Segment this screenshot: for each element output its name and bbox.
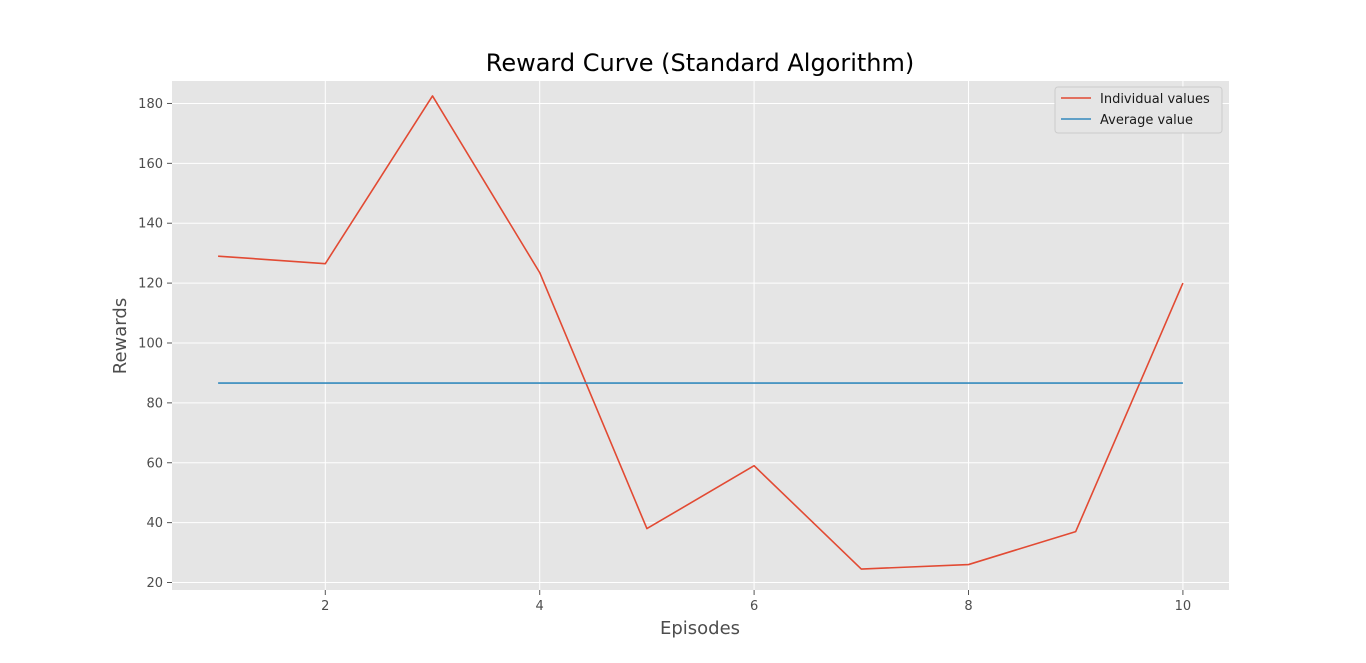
y-tick-label: 120 [138,277,163,292]
y-tick-label: 80 [146,396,163,411]
legend-label-individual-values: Individual values [1100,92,1210,107]
y-tick-label: 60 [146,456,163,471]
legend-box [1054,86,1223,134]
x-tick-label: 2 [321,599,329,614]
x-tick-label: 6 [750,599,758,614]
x-tick-label: 10 [1175,599,1192,614]
y-tick-label: 180 [138,97,163,112]
x-axis-title: Episodes [660,618,740,639]
y-tick-label: 140 [138,217,163,232]
legend: Individual values Average value [1054,86,1223,134]
y-tick-label: 100 [138,336,163,351]
chart-title: Reward Curve (Standard Algorithm) [486,49,915,77]
series-lines [218,95,1184,570]
x-tick-label: 8 [964,599,972,614]
series-line-individual-values [218,95,1184,570]
y-axis-title: Rewards [110,298,131,374]
tick-labels: 2 4 6 8 10 20 40 60 80 100 120 140 160 180 [138,97,1191,614]
legend-label-average-value: Average value [1100,113,1193,128]
grid-lines [172,81,1229,590]
plot-background [172,81,1229,590]
x-tick-label: 4 [536,599,544,614]
y-tick-label: 40 [146,516,163,531]
y-tick-label: 20 [146,576,163,591]
y-tick-label: 160 [138,157,163,172]
